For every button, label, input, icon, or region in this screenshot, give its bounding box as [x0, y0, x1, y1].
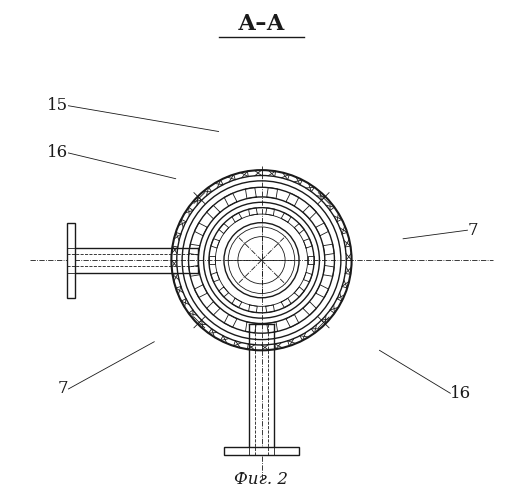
Bar [67, 223, 75, 298]
Text: 16: 16 [47, 144, 69, 162]
Text: 16: 16 [450, 385, 471, 402]
Bar [224, 447, 299, 455]
Text: 7: 7 [468, 222, 478, 239]
Text: Фиг. 2: Фиг. 2 [234, 471, 289, 488]
Text: 15: 15 [47, 97, 69, 114]
Text: А–А: А–А [237, 13, 286, 35]
Text: 7: 7 [58, 380, 69, 397]
